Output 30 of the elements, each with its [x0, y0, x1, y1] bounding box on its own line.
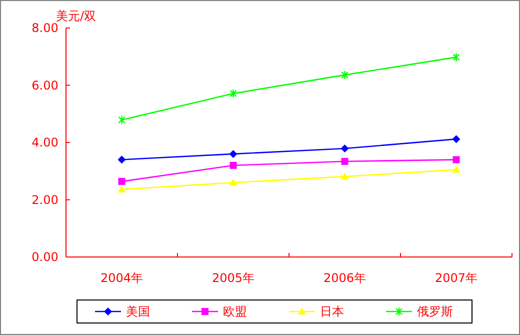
- point: [229, 178, 238, 186]
- point: [230, 88, 237, 98]
- legend-label: 俄罗斯: [417, 304, 453, 319]
- x-tick-label: 2005年: [212, 271, 255, 285]
- y-tick-label: 0.00: [32, 250, 58, 264]
- point: [340, 144, 349, 153]
- x-tick-label: 2007年: [434, 271, 478, 285]
- point: [118, 156, 126, 164]
- legend-label: 美国: [126, 304, 150, 319]
- x-tick-label: 2004年: [100, 271, 144, 285]
- point: [118, 178, 126, 185]
- point: [341, 70, 348, 80]
- y-tick-label: 4.00: [32, 136, 58, 150]
- y-axis-title: 美元/双: [56, 9, 96, 23]
- legend-label: 欧盟: [223, 304, 247, 319]
- point: [452, 166, 460, 173]
- y-tick-label: 8.00: [32, 21, 58, 36]
- point: [118, 115, 126, 124]
- point: [118, 185, 126, 192]
- point: [341, 158, 348, 165]
- legend-label: 日本: [320, 304, 344, 319]
- point: [340, 172, 349, 180]
- point: [452, 135, 460, 144]
- point: [452, 156, 460, 164]
- point: [452, 52, 460, 62]
- x-tick-label: 2006年: [323, 271, 366, 285]
- point: [229, 150, 238, 158]
- y-tick-label: 2.00: [32, 192, 58, 207]
- y-tick-label: 6.00: [32, 78, 58, 92]
- point: [230, 162, 237, 169]
